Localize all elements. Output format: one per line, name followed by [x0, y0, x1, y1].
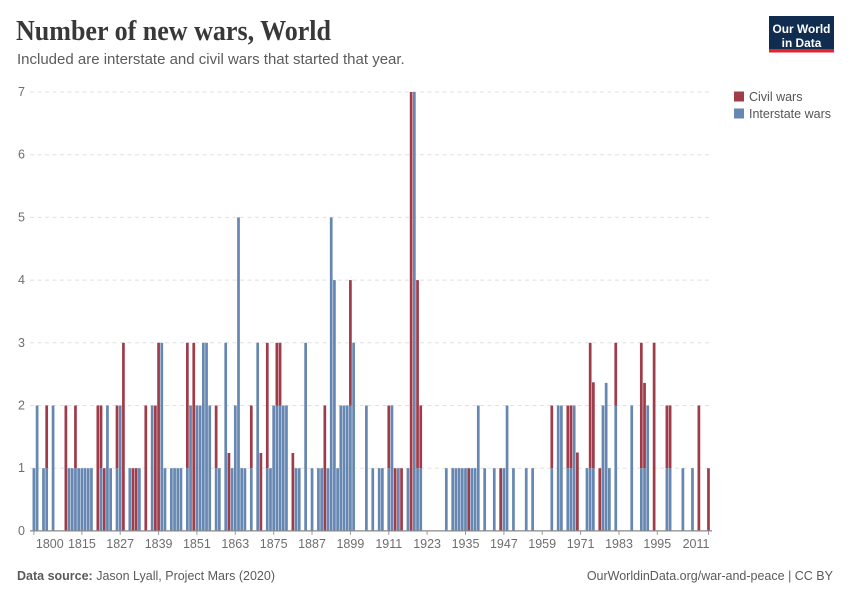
svg-text:1839: 1839	[145, 537, 173, 551]
svg-text:1935: 1935	[452, 537, 480, 551]
svg-text:1959: 1959	[528, 537, 556, 551]
svg-text:1911: 1911	[375, 537, 402, 551]
svg-text:Included are interstate and ci: Included are interstate and civil wars t…	[17, 51, 405, 68]
svg-text:Our World: Our World	[773, 22, 831, 36]
svg-text:Interstate wars: Interstate wars	[749, 107, 831, 121]
svg-text:Civil wars: Civil wars	[749, 90, 802, 104]
svg-text:OurWorldinData.org/war-and-pea: OurWorldinData.org/war-and-peace | CC BY	[587, 569, 834, 583]
svg-text:1851: 1851	[183, 537, 211, 551]
svg-text:1827: 1827	[106, 537, 134, 551]
svg-text:7: 7	[18, 85, 25, 99]
svg-text:1875: 1875	[260, 537, 288, 551]
svg-text:1971: 1971	[567, 537, 595, 551]
svg-text:1947: 1947	[490, 537, 518, 551]
svg-text:4: 4	[18, 273, 25, 287]
svg-text:2: 2	[18, 399, 25, 413]
svg-text:3: 3	[18, 336, 25, 350]
svg-text:1887: 1887	[298, 537, 326, 551]
svg-text:1899: 1899	[336, 537, 364, 551]
svg-text:in Data: in Data	[782, 36, 822, 50]
svg-text:1815: 1815	[68, 537, 96, 551]
svg-text:5: 5	[18, 210, 25, 224]
svg-text:Data source: Jason Lyall, Proj: Data source: Jason Lyall, Project Mars (…	[17, 569, 275, 583]
svg-text:1: 1	[18, 461, 25, 475]
svg-text:0: 0	[18, 524, 25, 538]
svg-text:Number of new wars, World: Number of new wars, World	[16, 15, 331, 47]
svg-text:1923: 1923	[413, 537, 441, 551]
svg-text:1983: 1983	[605, 537, 633, 551]
svg-text:1863: 1863	[221, 537, 249, 551]
svg-text:2011: 2011	[683, 537, 710, 551]
svg-text:1800: 1800	[36, 537, 64, 551]
svg-text:1995: 1995	[643, 537, 671, 551]
svg-text:6: 6	[18, 148, 25, 162]
